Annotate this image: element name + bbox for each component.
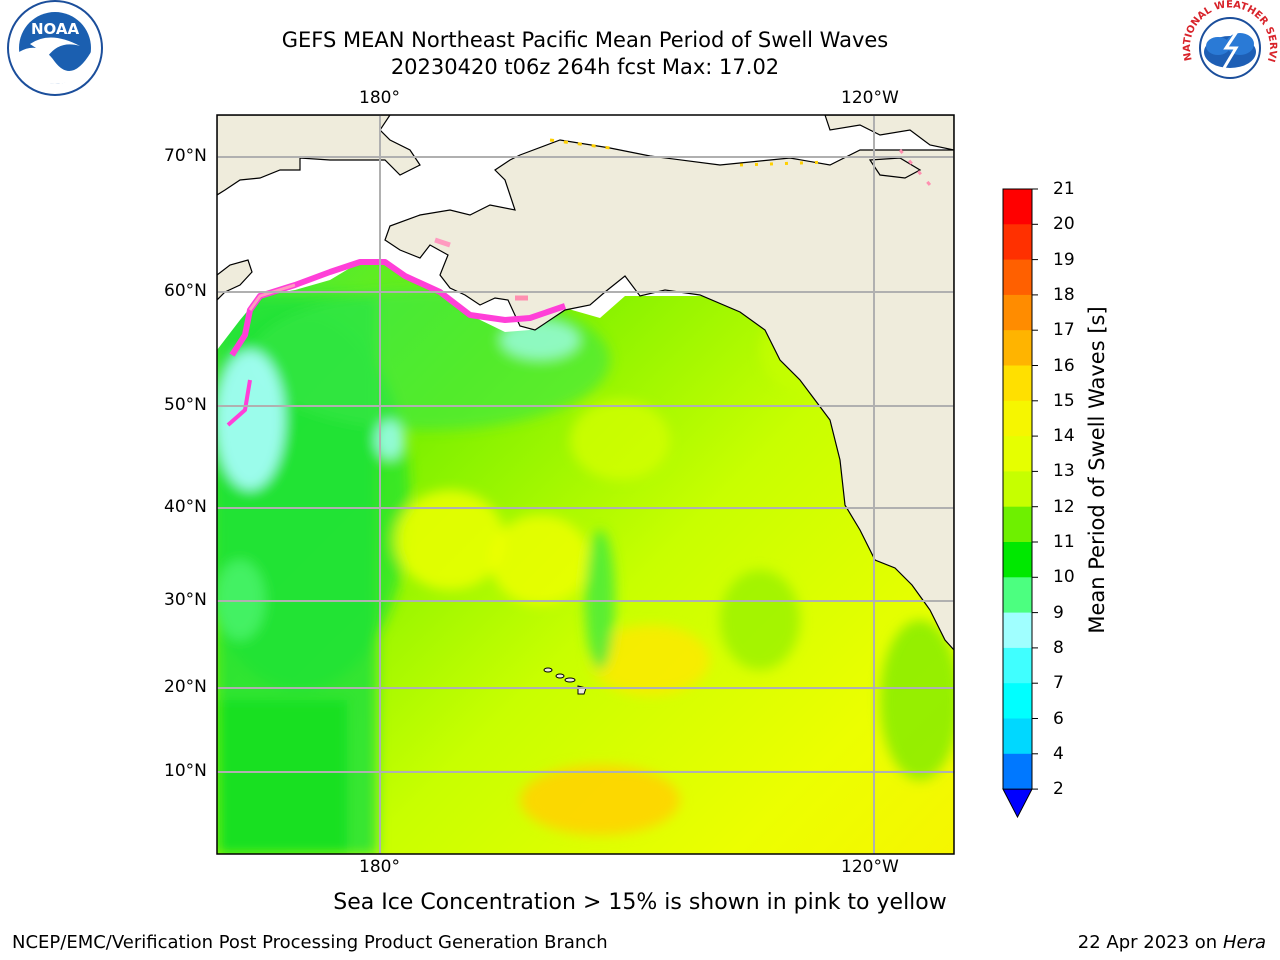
colorbar-tick-label: 7 [1053,673,1064,694]
colorbar-frame [1002,188,1033,790]
colorbar-segment [1003,471,1032,508]
colorbar-segment [1003,436,1032,472]
footer-left: NCEP/EMC/Verification Post Processing Pr… [12,932,608,953]
colorbar-tick-label: 20 [1053,214,1075,235]
colorbar-segment [1003,189,1032,225]
footer-machine: Hera [1222,932,1266,953]
colorbar-segment [1003,718,1032,755]
colorbar-segment [1003,542,1032,578]
sea-ice-edge [226,138,932,427]
title-line-1: GEFS MEAN Northeast Pacific Mean Period … [281,28,889,52]
colorbar-tick-label: 4 [1053,743,1064,764]
colorbar-tick-label: 16 [1053,355,1075,376]
colorbar-tick-label: 11 [1053,532,1075,552]
colorbar-tick-label: 12 [1053,496,1075,517]
colorbar-segment [1003,647,1032,684]
sea-ice-note: Sea Ice Concentration > 15% is shown in … [0,890,1280,915]
colorbar-tick-label: 10 [1053,567,1075,588]
noaa-logo-text: NOAA [31,20,80,38]
colorbar-tick-label: 6 [1053,708,1064,729]
colorbar-segment [1003,330,1032,366]
colorbar-label: Mean Period of Swell Waves [s] [1085,306,1109,634]
colorbar-segment [1003,365,1032,402]
colorbar-segment [1003,506,1032,543]
colorbar-segment [1003,753,1032,790]
lon-label-bottom-180: 180° [359,857,400,877]
colorbar-tick-label: 13 [1053,461,1075,482]
colorbar-tick-label: 14 [1053,426,1075,447]
colorbar-tick-label: 17 [1053,320,1075,341]
colorbar-tick-label: 2 [1053,779,1064,800]
colorbar-segment [1003,577,1032,614]
colorbar-segment [1003,612,1032,649]
lon-label-top-120w: 120°W [841,88,899,108]
title-line-2: 20230420 t06z 264h fcst Max: 17.02 [390,55,780,79]
lat-label-60n: 60°N [164,281,207,301]
footer-date: 22 Apr 2023 on [1077,932,1223,953]
lat-label-20n: 20°N [164,677,207,697]
colorbar-segment [1003,259,1032,296]
colorbar-tick-label: 8 [1053,637,1064,658]
colorbar-segment [1003,400,1032,437]
lat-label-10n: 10°N [164,761,207,781]
colorbar-tick-label: 19 [1053,249,1075,270]
colorbar-segment [1003,683,1032,719]
lon-label-bottom-120w: 120°W [841,857,899,877]
colorbar-segment [1003,224,1032,261]
noaa-logo: NOAA [7,0,103,96]
lat-label-40n: 40°N [164,497,207,517]
lat-label-50n: 50°N [164,395,207,415]
colorbar [1002,188,1038,819]
lon-label-top-180: 180° [359,88,400,108]
map-frame [216,114,955,855]
colorbar-segment [1003,294,1032,331]
lat-label-30n: 30°N [164,590,207,610]
map-panel [217,115,954,854]
footer-right: 22 Apr 2023 on Hera [1078,932,1266,953]
land [217,115,954,651]
colorbar-tick-label: 15 [1053,390,1075,411]
colorbar-tick-label: 9 [1053,602,1064,623]
colorbar-extend-arrow [1002,788,1033,819]
graticule [217,115,954,854]
sea-ice-note-text: Sea Ice Concentration > 15% is shown in … [333,890,947,915]
lat-label-70n: 70°N [164,146,207,166]
colorbar-tick-label: 18 [1053,284,1075,305]
colorbar-tick-label: 21 [1053,179,1075,199]
